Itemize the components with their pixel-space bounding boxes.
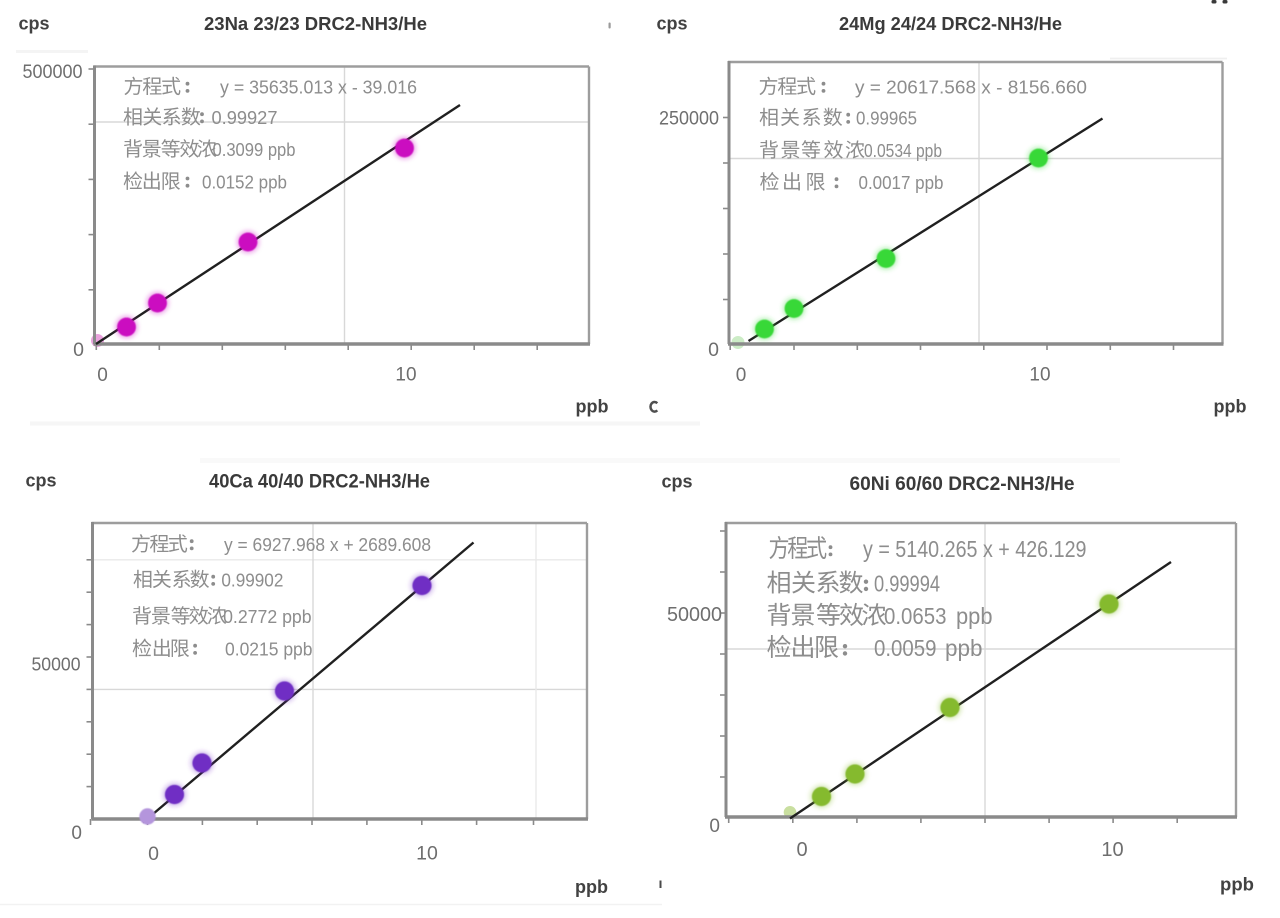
svg-text:0.0152 ppb: 0.0152 ppb	[202, 172, 287, 192]
svg-text:cps: cps	[656, 14, 687, 34]
svg-text:y = 35635.013 x - 39.016: y = 35635.013 x - 39.016	[220, 78, 417, 98]
svg-text:cps: cps	[18, 14, 49, 34]
svg-text:0.0017 ppb: 0.0017 ppb	[859, 173, 944, 193]
svg-text:10: 10	[1101, 839, 1123, 861]
svg-text:ppb: ppb	[576, 396, 609, 416]
svg-text:0: 0	[736, 365, 747, 386]
svg-text:y = 20617.568 x - 8156.660: y = 20617.568 x - 8156.660	[855, 78, 1087, 98]
svg-text:ppb: ppb	[575, 877, 608, 897]
svg-text:0: 0	[71, 823, 82, 844]
svg-text:0.3099 ppb: 0.3099 ppb	[213, 140, 296, 160]
svg-text:ppb: ppb	[1214, 396, 1247, 416]
svg-text:0: 0	[73, 339, 84, 361]
svg-text:10: 10	[416, 843, 438, 865]
svg-text:0.0059: 0.0059	[874, 635, 937, 661]
svg-text:ppb: ppb	[956, 603, 993, 629]
svg-text:10: 10	[395, 364, 416, 385]
svg-text:0: 0	[796, 839, 807, 861]
svg-text:0.99927: 0.99927	[212, 108, 278, 128]
svg-text:0: 0	[709, 816, 720, 837]
svg-text:24Mg 24/24 DRC2-NH3/He: 24Mg 24/24 DRC2-NH3/He	[839, 13, 1062, 34]
svg-text:ppb: ppb	[945, 635, 983, 661]
svg-text:0: 0	[97, 365, 108, 386]
svg-text:0.99994: 0.99994	[874, 571, 940, 597]
svg-text:cps: cps	[25, 471, 56, 491]
svg-text:10: 10	[1029, 364, 1050, 385]
svg-text:cps: cps	[661, 472, 692, 492]
svg-text:0.99902: 0.99902	[221, 571, 283, 591]
svg-text:40Ca 40/40 DRC2-NH3/He: 40Ca 40/40 DRC2-NH3/He	[209, 472, 430, 493]
svg-text:0.0534 ppb: 0.0534 ppb	[864, 141, 942, 161]
svg-text:23Na 23/23 DRC2-NH3/He: 23Na 23/23 DRC2-NH3/He	[204, 13, 427, 34]
svg-text:60Ni 60/60 DRC2-NH3/He: 60Ni 60/60 DRC2-NH3/He	[850, 474, 1075, 495]
svg-text:y = 5140.265 x + 426.129: y = 5140.265 x + 426.129	[863, 536, 1087, 562]
svg-text:500000: 500000	[23, 61, 83, 83]
svg-text:0.0215 ppb: 0.0215 ppb	[225, 640, 313, 660]
svg-text:50000: 50000	[667, 604, 722, 626]
svg-text:0: 0	[148, 843, 159, 865]
svg-text:0.2772 ppb: 0.2772 ppb	[223, 607, 312, 627]
svg-text:y = 6927.968 x + 2689.608: y = 6927.968 x + 2689.608	[224, 535, 431, 555]
svg-text:ppb: ppb	[1220, 874, 1254, 895]
svg-text:0: 0	[708, 339, 719, 361]
svg-text:50000: 50000	[32, 654, 81, 675]
svg-text:0.0653: 0.0653	[884, 603, 947, 629]
svg-text:250000: 250000	[659, 108, 719, 130]
svg-text:0.99965: 0.99965	[856, 109, 917, 129]
